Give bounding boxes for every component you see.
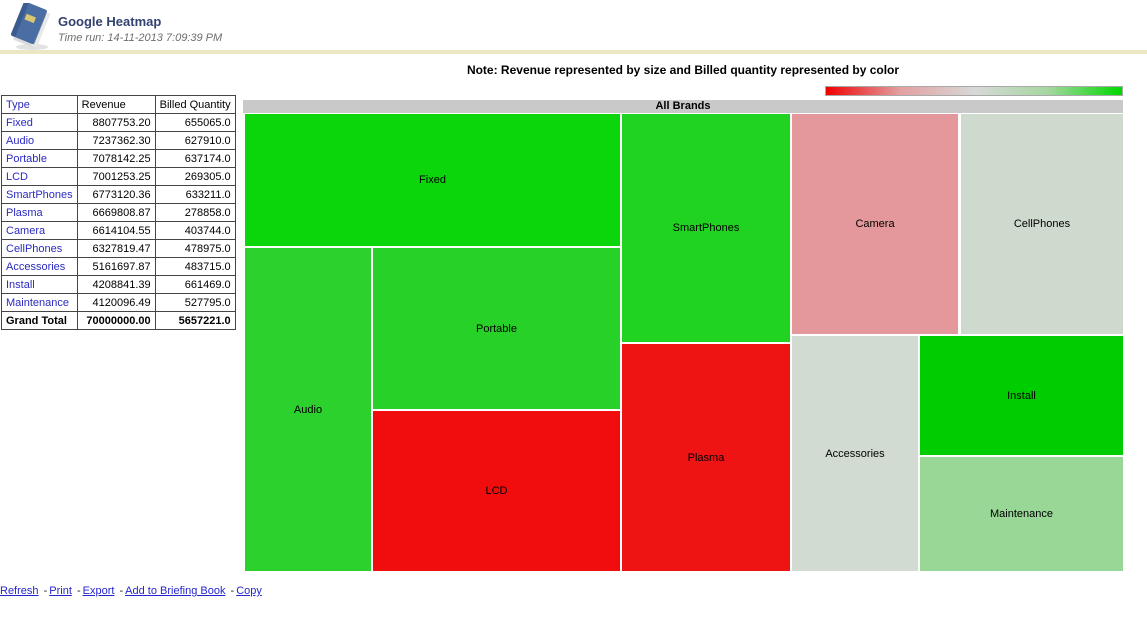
column-header-billed-quantity: Billed Quantity <box>154 95 236 114</box>
treemap-tiles: Fixed SmartPhones Camera CellPhones Audio Por… <box>243 114 1123 572</box>
treemap-tile-maintenance[interactable]: Maintenance <box>920 457 1123 571</box>
table-row: Install 4208841.39 661469.0 <box>1 275 236 294</box>
column-header-type[interactable]: Type <box>1 95 78 114</box>
footer-link-add-to-briefing-book[interactable]: Add to Briefing Book <box>125 585 226 597</box>
link-separator: - <box>227 585 235 597</box>
table-row: Audio 7237362.30 627910.0 <box>1 131 236 150</box>
billed-quantity-value: 627910.0 <box>154 131 236 150</box>
table-row: Portable 7078142.25 637174.0 <box>1 149 236 168</box>
tile-label: Install <box>1007 389 1036 402</box>
note-text: Note: Revenue represented by size and Bi… <box>466 63 900 77</box>
billed-quantity-value: 478975.0 <box>154 239 236 258</box>
treemap-tile-smartphones[interactable]: SmartPhones <box>622 114 790 342</box>
column-header-revenue: Revenue <box>76 95 156 114</box>
billed-quantity-value: 278858.0 <box>154 203 236 222</box>
type-cell-accessories[interactable]: Accessories <box>1 257 78 276</box>
treemap: All Brands Fixed SmartPhones Camera CellPho… <box>243 100 1123 572</box>
table-row: Fixed 8807753.20 655065.0 <box>1 113 236 132</box>
tile-label: Plasma <box>687 451 725 464</box>
treemap-tile-portable[interactable]: Portable <box>373 248 620 409</box>
type-cell-camera[interactable]: Camera <box>1 221 78 240</box>
type-cell-install[interactable]: Install <box>1 275 78 294</box>
treemap-tile-cellphones[interactable]: CellPhones <box>961 114 1123 334</box>
revenue-value: 6327819.47 <box>76 239 156 258</box>
footer-link-copy[interactable]: Copy <box>236 585 262 597</box>
grand-total-label: Grand Total <box>1 311 78 330</box>
treemap-tile-accessories[interactable]: Accessories <box>792 336 918 571</box>
tile-label: Accessories <box>825 447 885 460</box>
footer-link-refresh[interactable]: Refresh <box>0 585 39 597</box>
tile-label: Fixed <box>419 174 446 186</box>
table-row: SmartPhones 6773120.36 633211.0 <box>1 185 236 204</box>
tile-label: Audio <box>293 403 323 416</box>
treemap-tile-fixed[interactable]: Fixed <box>245 114 620 246</box>
revenue-value: 6669808.87 <box>76 203 156 222</box>
type-cell-lcd[interactable]: LCD <box>1 167 78 186</box>
type-cell-plasma[interactable]: Plasma <box>1 203 78 222</box>
footer-link-export[interactable]: Export <box>82 585 115 597</box>
treemap-tile-camera[interactable]: Camera <box>792 114 958 334</box>
tile-label: Maintenance <box>990 508 1053 520</box>
treemap-tile-audio[interactable]: Audio <box>245 248 371 571</box>
revenue-value: 7078142.25 <box>76 149 156 168</box>
link-separator: - <box>73 585 81 597</box>
type-cell-fixed[interactable]: Fixed <box>1 113 78 132</box>
revenue-value: 7237362.30 <box>76 131 156 150</box>
revenue-value: 5161697.87 <box>76 257 156 276</box>
footer-links: Refresh - Print - Export - Add to Briefing … <box>0 585 264 597</box>
revenue-value: 6773120.36 <box>76 185 156 204</box>
table-header-row: Type Revenue Billed Quantity <box>1 95 236 114</box>
treemap-title: All Brands <box>243 100 1123 113</box>
table-row: Accessories 5161697.87 483715.0 <box>1 257 236 276</box>
billed-quantity-value: 661469.0 <box>154 275 236 294</box>
revenue-value: 6614104.55 <box>76 221 156 240</box>
page-title: Google Heatmap <box>58 14 162 29</box>
table-row: LCD 7001253.25 269305.0 <box>1 167 236 186</box>
type-table: Type Revenue Billed Quantity Fixed 8807753.… <box>1 95 236 330</box>
tile-label: CellPhones <box>1013 218 1071 230</box>
billed-quantity-value: 527795.0 <box>154 293 236 312</box>
table-row: CellPhones 6327819.47 478975.0 <box>1 239 236 258</box>
type-cell-audio[interactable]: Audio <box>1 131 78 150</box>
table-row: Plasma 6669808.87 278858.0 <box>1 203 236 222</box>
revenue-value: 4120096.49 <box>76 293 156 312</box>
revenue-value: 7001253.25 <box>76 167 156 186</box>
table-row: Maintenance 4120096.49 527795.0 <box>1 293 236 312</box>
time-run: Time run: 14-11-2013 7:09:39 PM <box>58 32 223 44</box>
tile-label: LCD <box>485 485 508 497</box>
type-table-body: Fixed 8807753.20 655065.0 Audio 7237362.30 62… <box>1 113 236 330</box>
revenue-value: 70000000.00 <box>76 311 156 330</box>
briefing-book-icon <box>11 3 51 50</box>
billed-quantity-value: 633211.0 <box>154 185 236 204</box>
tile-label: Portable <box>476 322 517 335</box>
type-cell-smartphones[interactable]: SmartPhones <box>1 185 78 204</box>
grand-total-row: Grand Total 70000000.00 5657221.0 <box>1 311 236 330</box>
revenue-value: 4208841.39 <box>76 275 156 294</box>
header-separator <box>0 50 1147 54</box>
table-row: Camera 6614104.55 403744.0 <box>1 221 236 240</box>
tile-label: SmartPhones <box>672 222 740 234</box>
billed-quantity-value: 403744.0 <box>154 221 236 240</box>
footer-link-print[interactable]: Print <box>49 585 72 597</box>
revenue-value: 8807753.20 <box>76 113 156 132</box>
billed-quantity-value: 269305.0 <box>154 167 236 186</box>
type-cell-portable[interactable]: Portable <box>1 149 78 168</box>
link-separator: - <box>40 585 48 597</box>
billed-quantity-value: 637174.0 <box>154 149 236 168</box>
link-separator: - <box>116 585 124 597</box>
treemap-tile-install[interactable]: Install <box>920 336 1123 455</box>
tile-label: Camera <box>855 218 895 230</box>
billed-quantity-value: 5657221.0 <box>154 311 236 330</box>
billed-quantity-value: 483715.0 <box>154 257 236 276</box>
treemap-tile-lcd[interactable]: LCD <box>373 411 620 571</box>
billed-quantity-value: 655065.0 <box>154 113 236 132</box>
color-legend-gradient <box>825 86 1123 96</box>
type-cell-maintenance[interactable]: Maintenance <box>1 293 78 312</box>
type-cell-cellphones[interactable]: CellPhones <box>1 239 78 258</box>
treemap-tile-plasma[interactable]: Plasma <box>622 344 790 571</box>
